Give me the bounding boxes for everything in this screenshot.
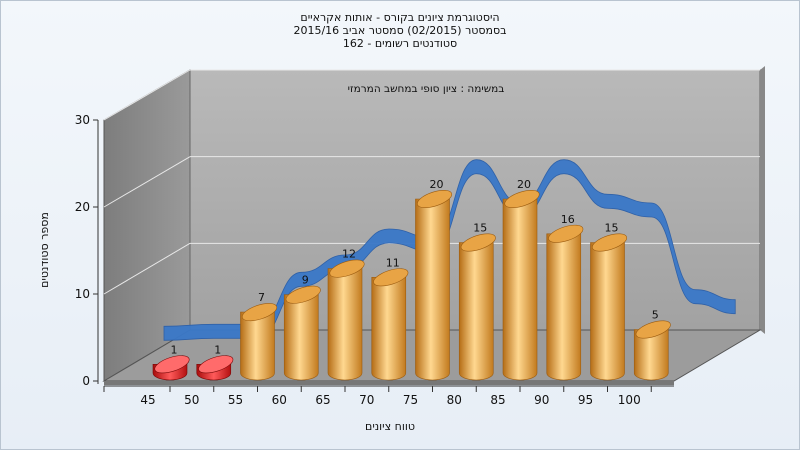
chart-title-line-2: בסמסטר (02/2015) סמסטר אביב 2015/16 [293, 24, 507, 37]
chart-title-line-1: היסטוגרמת ציונים בקורס - אותות אקראיים [300, 11, 500, 24]
bar-body [458, 242, 494, 381]
bar-body [546, 233, 582, 381]
chart-title-line-3: סטודנטים רשומים - 162 [342, 37, 458, 50]
bar: 12 [327, 248, 365, 381]
gridline-side [103, 156, 191, 208]
bar-body [633, 329, 669, 381]
bar: 5 [633, 309, 671, 381]
x-tick-label: 95 [578, 393, 593, 407]
bar-body [502, 198, 538, 381]
x-tick-label: 90 [534, 393, 549, 407]
y-tick-labels: 0 10 20 30 [75, 113, 98, 388]
bar-value-label: 15 [473, 222, 487, 235]
x-tick-labels: 45 50 55 60 65 70 75 80 85 90 95 100 [103, 386, 652, 407]
bar-body [415, 198, 450, 381]
bar-cap [241, 303, 278, 322]
trend-line [163, 159, 736, 341]
bar-cap [154, 355, 190, 374]
x-tick-label: 65 [315, 393, 330, 407]
y-tick-label: 10 [75, 287, 90, 301]
bar: 20 [502, 178, 540, 381]
bar: 9 [283, 274, 321, 381]
bar-cap [198, 355, 234, 374]
x-tick-label: 80 [447, 393, 462, 407]
bar-body [283, 294, 319, 381]
bar-cap [416, 190, 453, 208]
x-tick-label: 100 [618, 393, 641, 407]
bar-body [590, 242, 625, 381]
bar-value-label: 15 [605, 222, 619, 235]
x-tick-label: 45 [140, 393, 155, 407]
bar-body [371, 277, 407, 381]
bar-body [327, 268, 363, 381]
bar-value-label: 12 [342, 248, 356, 261]
x-tick-label: 50 [184, 393, 199, 407]
bar-value-label: 20 [517, 178, 531, 191]
bar-value-label: 1 [214, 343, 221, 356]
bar: 1 [152, 343, 190, 381]
gridlines [103, 69, 760, 295]
x-tick-label: 60 [272, 393, 287, 407]
bar-cap [635, 320, 671, 339]
gridline-side [103, 69, 191, 121]
bar-cap [460, 233, 496, 252]
bar-value-label: 5 [652, 309, 659, 322]
bar-cap [504, 190, 540, 208]
trend-band [163, 159, 736, 341]
bar-cap [329, 259, 365, 278]
bar: 20 [415, 178, 453, 381]
bar-value-label: 7 [258, 291, 265, 304]
bar: 15 [458, 222, 496, 381]
bar: 15 [590, 222, 628, 381]
bar-value-label: 9 [302, 274, 309, 287]
bar-value-label: 11 [386, 256, 400, 269]
bar: 11 [371, 256, 409, 381]
bar-value-label: 1 [171, 343, 178, 356]
x-axis-label: טווח ציונים [365, 420, 415, 433]
bar: 7 [240, 291, 278, 381]
y-tick-label: 0 [82, 374, 90, 388]
chart-subtitle: במשימה : ציון סופי במחשב המרמזי [348, 83, 505, 95]
bar-value-label: 20 [430, 178, 444, 191]
y-tick-label: 20 [75, 200, 90, 214]
x-tick-label: 85 [490, 393, 505, 407]
bar-cap [285, 285, 321, 304]
floor-front-edge [104, 381, 674, 385]
right-wall-edge [760, 66, 765, 334]
bar: 1 [196, 343, 234, 381]
gridline-side [103, 242, 191, 295]
bar-cap [548, 224, 584, 243]
y-axis-label: מספר סטודנטים [38, 212, 51, 288]
bar: 16 [546, 213, 584, 381]
bar-value-label: 16 [561, 213, 575, 226]
x-tick-label: 70 [359, 393, 374, 407]
y-tick-label: 30 [75, 113, 90, 127]
bar-body [240, 311, 275, 381]
bar-cap [373, 268, 409, 287]
bar-cap [591, 233, 628, 252]
x-tick-label: 55 [228, 393, 243, 407]
x-tick-label: 75 [403, 393, 418, 407]
